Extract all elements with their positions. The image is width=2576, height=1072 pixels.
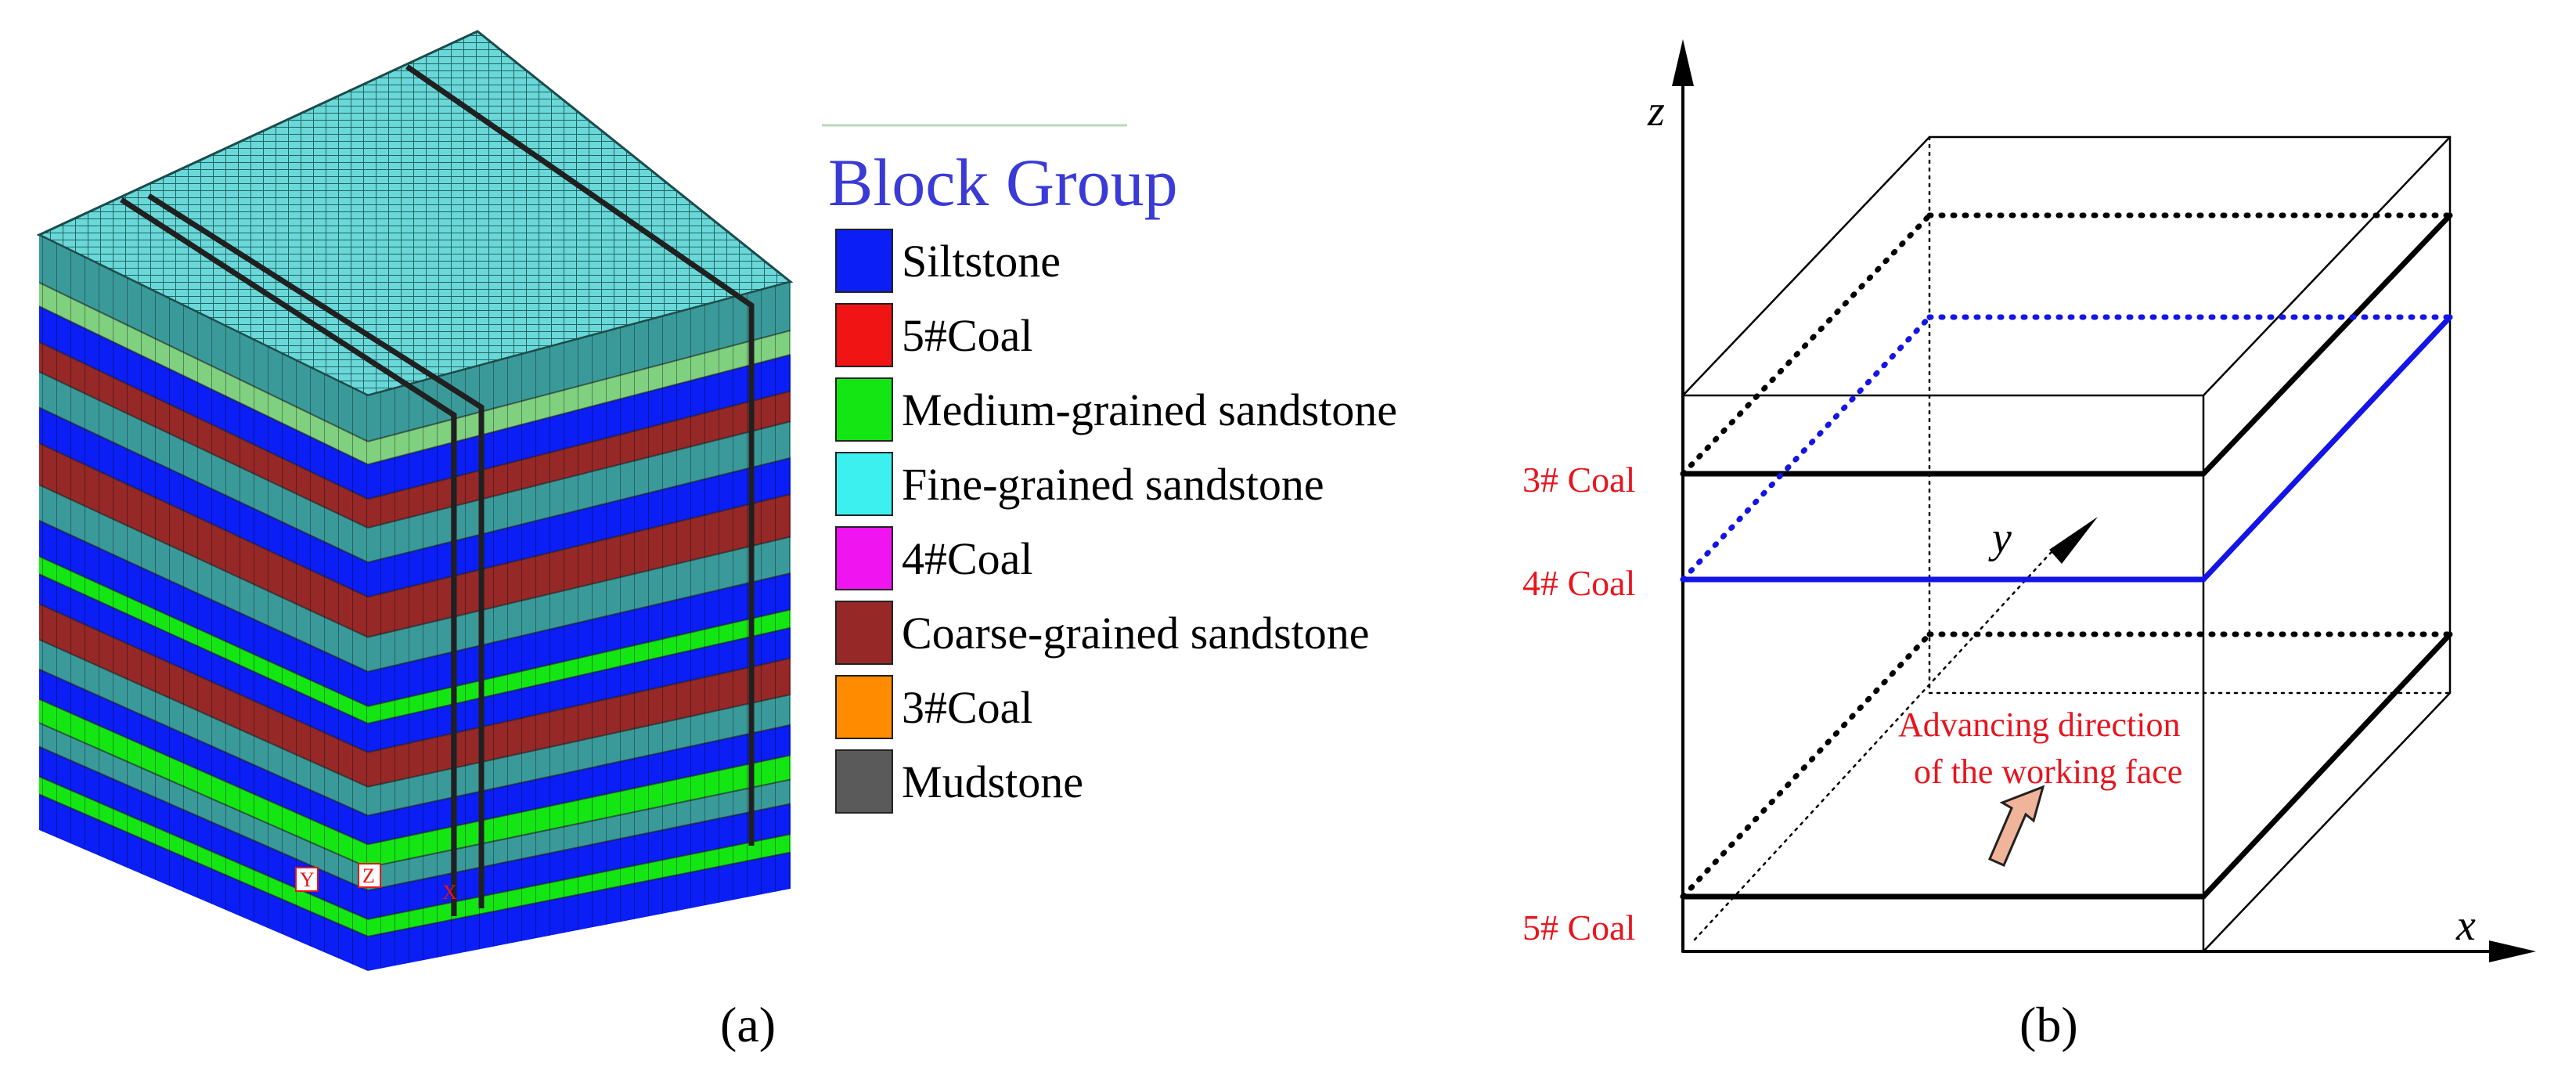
legend-label: Fine-grained sandstone — [902, 459, 1324, 510]
legend-title: Block Group — [828, 145, 1178, 220]
seam-label-5-coal: 5# Coal — [1522, 908, 1635, 947]
schematic-labels: z x y 3# Coal 4# Coal 5# Coal Advancing … — [1522, 87, 2476, 1052]
x-axis-label: x — [2455, 901, 2476, 950]
legend-label: 4#Coal — [902, 533, 1033, 584]
legend-swatch — [835, 526, 893, 590]
advancing-direction-arrow — [1988, 785, 2045, 867]
z-axis-arrow — [1672, 39, 1694, 86]
axis-marker-x: X — [442, 881, 457, 904]
legend-label: Medium-grained sandstone — [902, 384, 1397, 435]
coordinate-axes — [1681, 69, 2502, 953]
box-wireframe — [1681, 135, 2452, 953]
caption-a: (a) — [720, 997, 776, 1052]
y-axis-label: y — [1988, 514, 2012, 562]
legend-label: Mudstone — [902, 756, 1083, 807]
legend-swatch — [835, 749, 893, 814]
model-axis-markers: Y Z X — [295, 863, 457, 904]
legend-swatch — [835, 675, 893, 739]
annotation-line-1: Advancing direction — [1898, 706, 2180, 744]
legend-swatch — [835, 229, 893, 293]
legend-swatch — [835, 452, 893, 516]
model-cut-lines — [120, 64, 755, 916]
seam-label-3-coal: 3# Coal — [1522, 460, 1635, 500]
y-axis-arrow — [2049, 517, 2098, 564]
caption-b: (b) — [2019, 997, 2078, 1052]
axis-marker-y: Y — [300, 868, 315, 891]
seam-4-coal — [1680, 314, 2453, 583]
annotation-line-2: of the working face — [1914, 753, 2182, 791]
y-axis-line — [1693, 543, 2060, 941]
legend-swatch — [835, 377, 893, 442]
schematic-b — [1672, 39, 2536, 962]
z-axis-label: z — [1647, 87, 1665, 135]
seam-5-coal — [1680, 631, 2453, 900]
legend-label: 5#Coal — [902, 310, 1033, 361]
axis-marker-z: Z — [362, 864, 375, 887]
legend-label: Siltstone — [902, 236, 1061, 287]
legend-label: 3#Coal — [902, 682, 1033, 733]
block-group-legend: Block Group Siltstone 5#Coal Medium-graine… — [822, 124, 1397, 814]
legend-swatch — [835, 303, 893, 367]
seam-label-4-coal: 4# Coal — [1522, 563, 1635, 603]
x-axis-arrow — [2489, 940, 2536, 962]
legend-swatch — [835, 601, 893, 665]
model-3d: Y Z X — [36, 30, 794, 971]
seam-3-coal — [1680, 212, 2453, 477]
legend-label: Coarse-grained sandstone — [902, 608, 1370, 659]
